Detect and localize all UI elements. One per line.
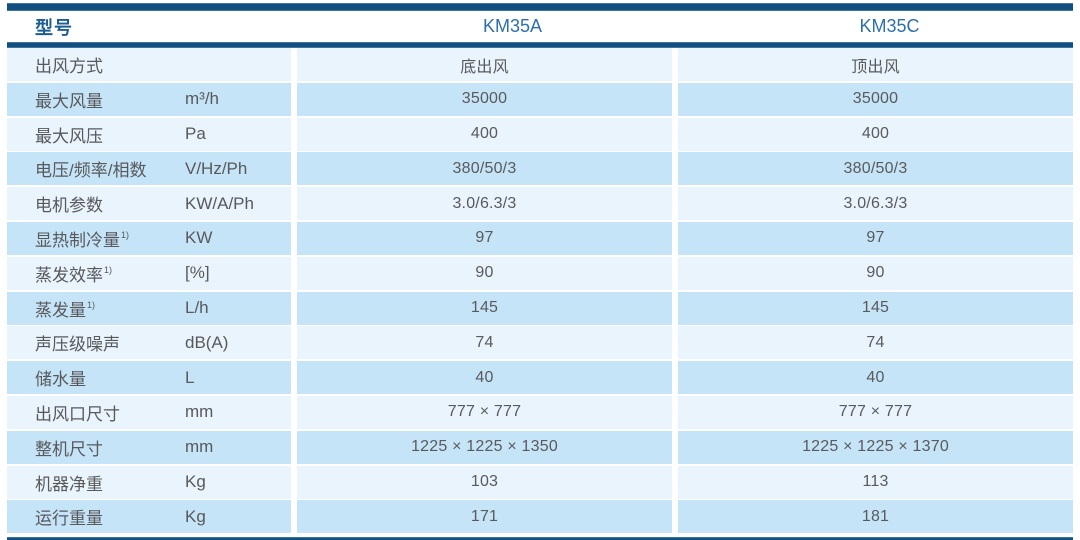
param-label: 整机尺寸 (35, 439, 103, 459)
parameter-cell: 蒸发量1) L/h (7, 291, 291, 325)
param-footnote: 1) (87, 299, 96, 310)
table-row: 蒸发量1) L/h 145 145 (7, 291, 1073, 325)
table-row: 整机尺寸 mm 1225 × 1225 × 1350 1225 × 1225 ×… (7, 430, 1073, 464)
value-km35a: 400 (297, 117, 672, 151)
parameter-cell: 机器净重 Kg (7, 465, 291, 499)
value-km35a: 35000 (297, 82, 672, 116)
value-km35c: 90 (678, 256, 1073, 290)
table-row: 机器净重 Kg 103 113 (7, 465, 1073, 499)
value-km35c: 3.0/6.3/3 (678, 187, 1073, 221)
value-km35a: 97 (297, 221, 672, 255)
param-unit: m³/h (185, 89, 219, 109)
value-km35c: 380/50/3 (678, 152, 1073, 186)
param-unit: Pa (185, 124, 206, 144)
parameter-cell: 蒸发效率1) [%] (7, 256, 291, 290)
param-unit: [%] (185, 263, 210, 283)
value-km35c: 40 (678, 361, 1073, 395)
parameter-cell: 储水量 L (7, 361, 291, 395)
param-label: 电机参数 (35, 196, 103, 216)
table-header-row: 型号 KM35A KM35C (7, 11, 1073, 42)
table-row: 电压/频率/相数 V/Hz/Ph 380/50/3 380/50/3 (7, 152, 1073, 186)
value-km35a: 103 (297, 465, 672, 499)
param-label: 最大风量 (35, 91, 103, 111)
param-footnote: 1) (104, 265, 113, 276)
value-km35c: 400 (678, 117, 1073, 151)
param-label: 机器净重 (35, 474, 103, 494)
value-km35c: 顶出风 (678, 48, 1073, 81)
parameter-cell: 出风口尺寸 mm (7, 395, 291, 429)
param-unit: mm (185, 402, 214, 422)
param-unit: Kg (185, 506, 206, 526)
value-km35a: 777 × 777 (297, 395, 672, 429)
table-row: 蒸发效率1) [%] 90 90 (7, 256, 1073, 290)
table-row: 声压级噪声 dB(A) 74 74 (7, 326, 1073, 360)
param-unit: KW/A/Ph (185, 193, 254, 213)
value-km35c: 145 (678, 291, 1073, 325)
header-model-km35c: KM35C (859, 16, 920, 36)
param-unit: mm (185, 437, 214, 457)
value-km35a: 40 (297, 361, 672, 395)
value-km35a: 171 (297, 500, 672, 534)
param-label: 电压/频率/相数 (35, 161, 147, 181)
table-row: 最大风压 Pa 400 400 (7, 117, 1073, 151)
spec-table: 型号 KM35A KM35C 出风方式 底出风 顶出风 最大风量 m³/h 35… (7, 3, 1073, 540)
parameter-cell: 出风方式 (7, 48, 291, 81)
table-row: 出风方式 底出风 顶出风 (7, 48, 1073, 81)
value-km35c: 777 × 777 (678, 395, 1073, 429)
param-label: 蒸发效率1) (35, 265, 113, 285)
param-label: 最大风压 (35, 126, 103, 146)
header-model-label: 型号 (35, 17, 73, 38)
table-row: 最大风量 m³/h 35000 35000 (7, 82, 1073, 116)
param-unit: Kg (185, 472, 206, 492)
value-km35a: 74 (297, 326, 672, 360)
table-row: 运行重量 Kg 171 181 (7, 500, 1073, 534)
table-row: 显热制冷量1) KW 97 97 (7, 221, 1073, 255)
param-unit: dB(A) (185, 332, 229, 352)
value-km35c: 113 (678, 465, 1073, 499)
value-km35c: 74 (678, 326, 1073, 360)
param-label: 运行重量 (35, 509, 103, 529)
table-row: 电机参数 KW/A/Ph 3.0/6.3/3 3.0/6.3/3 (7, 187, 1073, 221)
param-label: 显热制冷量1) (35, 230, 130, 250)
parameter-cell: 电压/频率/相数 V/Hz/Ph (7, 152, 291, 186)
param-unit: V/Hz/Ph (185, 158, 248, 178)
value-km35a: 90 (297, 256, 672, 290)
parameter-cell: 显热制冷量1) KW (7, 221, 291, 255)
parameter-cell: 整机尺寸 mm (7, 430, 291, 464)
param-label: 储水量 (35, 370, 86, 390)
value-km35c: 35000 (678, 82, 1073, 116)
parameter-cell: 最大风压 Pa (7, 117, 291, 151)
parameter-cell: 声压级噪声 dB(A) (7, 326, 291, 360)
parameter-cell: 电机参数 KW/A/Ph (7, 187, 291, 221)
value-km35a: 145 (297, 291, 672, 325)
param-unit: KW (185, 228, 213, 248)
table-rows: 出风方式 底出风 顶出风 最大风量 m³/h 35000 35000 最大风压 … (7, 48, 1073, 534)
parameter-cell: 最大风量 m³/h (7, 82, 291, 116)
param-label: 出风口尺寸 (35, 404, 120, 424)
param-label: 蒸发量1) (35, 299, 96, 320)
bottom-rule (7, 537, 1073, 540)
table-row: 出风口尺寸 mm 777 × 777 777 × 777 (7, 395, 1073, 429)
header-model-km35a: KM35A (482, 16, 543, 36)
value-km35a: 3.0/6.3/3 (297, 187, 672, 221)
value-km35c: 1225 × 1225 × 1370 (678, 430, 1073, 464)
parameter-cell: 运行重量 Kg (7, 500, 291, 534)
param-label: 声压级噪声 (35, 335, 120, 355)
param-label: 出风方式 (35, 57, 103, 76)
param-footnote: 1) (121, 230, 130, 241)
value-km35a: 1225 × 1225 × 1350 (297, 430, 672, 464)
header-separator-rule (7, 42, 1073, 48)
top-rule (7, 3, 1073, 11)
value-km35a: 底出风 (297, 48, 672, 81)
value-km35c: 181 (678, 500, 1073, 534)
value-km35a: 380/50/3 (297, 152, 672, 186)
param-unit: L/h (185, 298, 209, 318)
param-unit: L (185, 367, 195, 387)
table-row: 储水量 L 40 40 (7, 361, 1073, 395)
value-km35c: 97 (678, 221, 1073, 255)
